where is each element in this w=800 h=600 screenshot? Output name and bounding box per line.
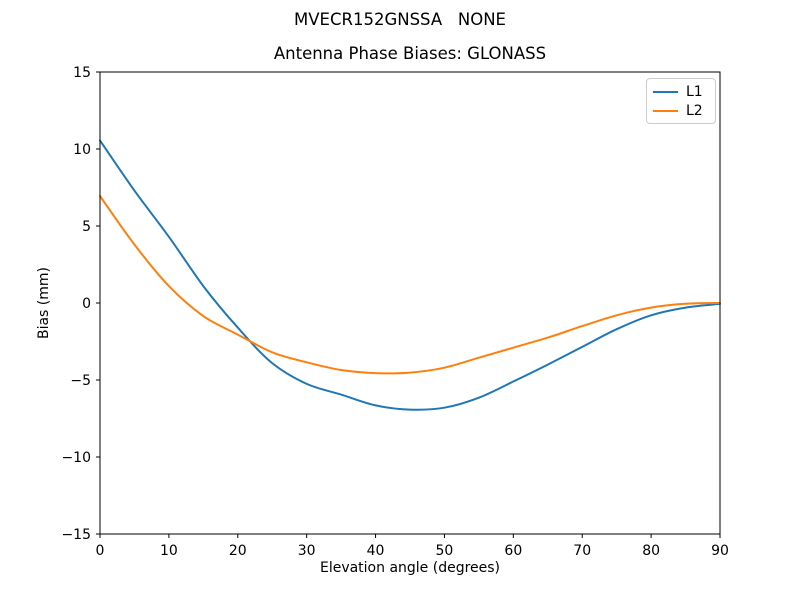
x-tick-label: 90: [711, 543, 729, 559]
legend-label-l1: L1: [686, 83, 703, 100]
y-tick-label: −15: [61, 527, 91, 543]
y-tick-label: 5: [82, 219, 91, 235]
l2-line-swatch: [653, 109, 678, 112]
l1-line-swatch: [653, 90, 678, 93]
x-tick-label: 50: [436, 543, 454, 559]
axes-spines: [99, 71, 721, 535]
y-tick-label: 0: [82, 296, 91, 312]
series-line-l1: [99, 139, 721, 411]
series-line-l2: [99, 195, 721, 375]
x-tick-label: 20: [229, 543, 247, 559]
legend-label-l2: L2: [686, 102, 703, 119]
y-tick-label: 10: [73, 142, 91, 158]
x-tick-label: 30: [298, 543, 316, 559]
figure-title: MVECR152GNSSA NONE: [294, 10, 506, 29]
x-tick-label: 0: [96, 543, 105, 559]
legend-entry-l2: L2: [647, 102, 715, 120]
y-axis-label: Bias (mm): [36, 266, 52, 340]
y-tick-label: −10: [61, 450, 91, 466]
x-tick-label: 40: [367, 543, 385, 559]
axes-title: Antenna Phase Biases: GLONASS: [273, 44, 547, 63]
x-tick-label: 80: [642, 543, 660, 559]
x-axis-label: Elevation angle (degrees): [319, 560, 501, 576]
y-tick-label: 15: [73, 65, 91, 81]
x-tick-label: 60: [504, 543, 522, 559]
y-tick-label: −5: [70, 373, 91, 389]
legend-entry-l1: L1: [647, 83, 715, 101]
legend: L1 L2: [646, 78, 716, 124]
x-tick-label: 10: [160, 543, 178, 559]
x-tick-label: 70: [573, 543, 591, 559]
